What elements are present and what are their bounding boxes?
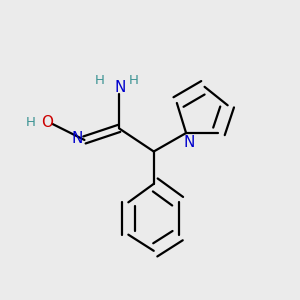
Text: H: H — [129, 74, 139, 87]
Text: H: H — [94, 74, 104, 87]
Text: N: N — [184, 135, 195, 150]
Text: N: N — [72, 131, 83, 146]
Text: N: N — [115, 80, 126, 95]
Text: H: H — [26, 116, 36, 129]
Text: O: O — [41, 115, 53, 130]
